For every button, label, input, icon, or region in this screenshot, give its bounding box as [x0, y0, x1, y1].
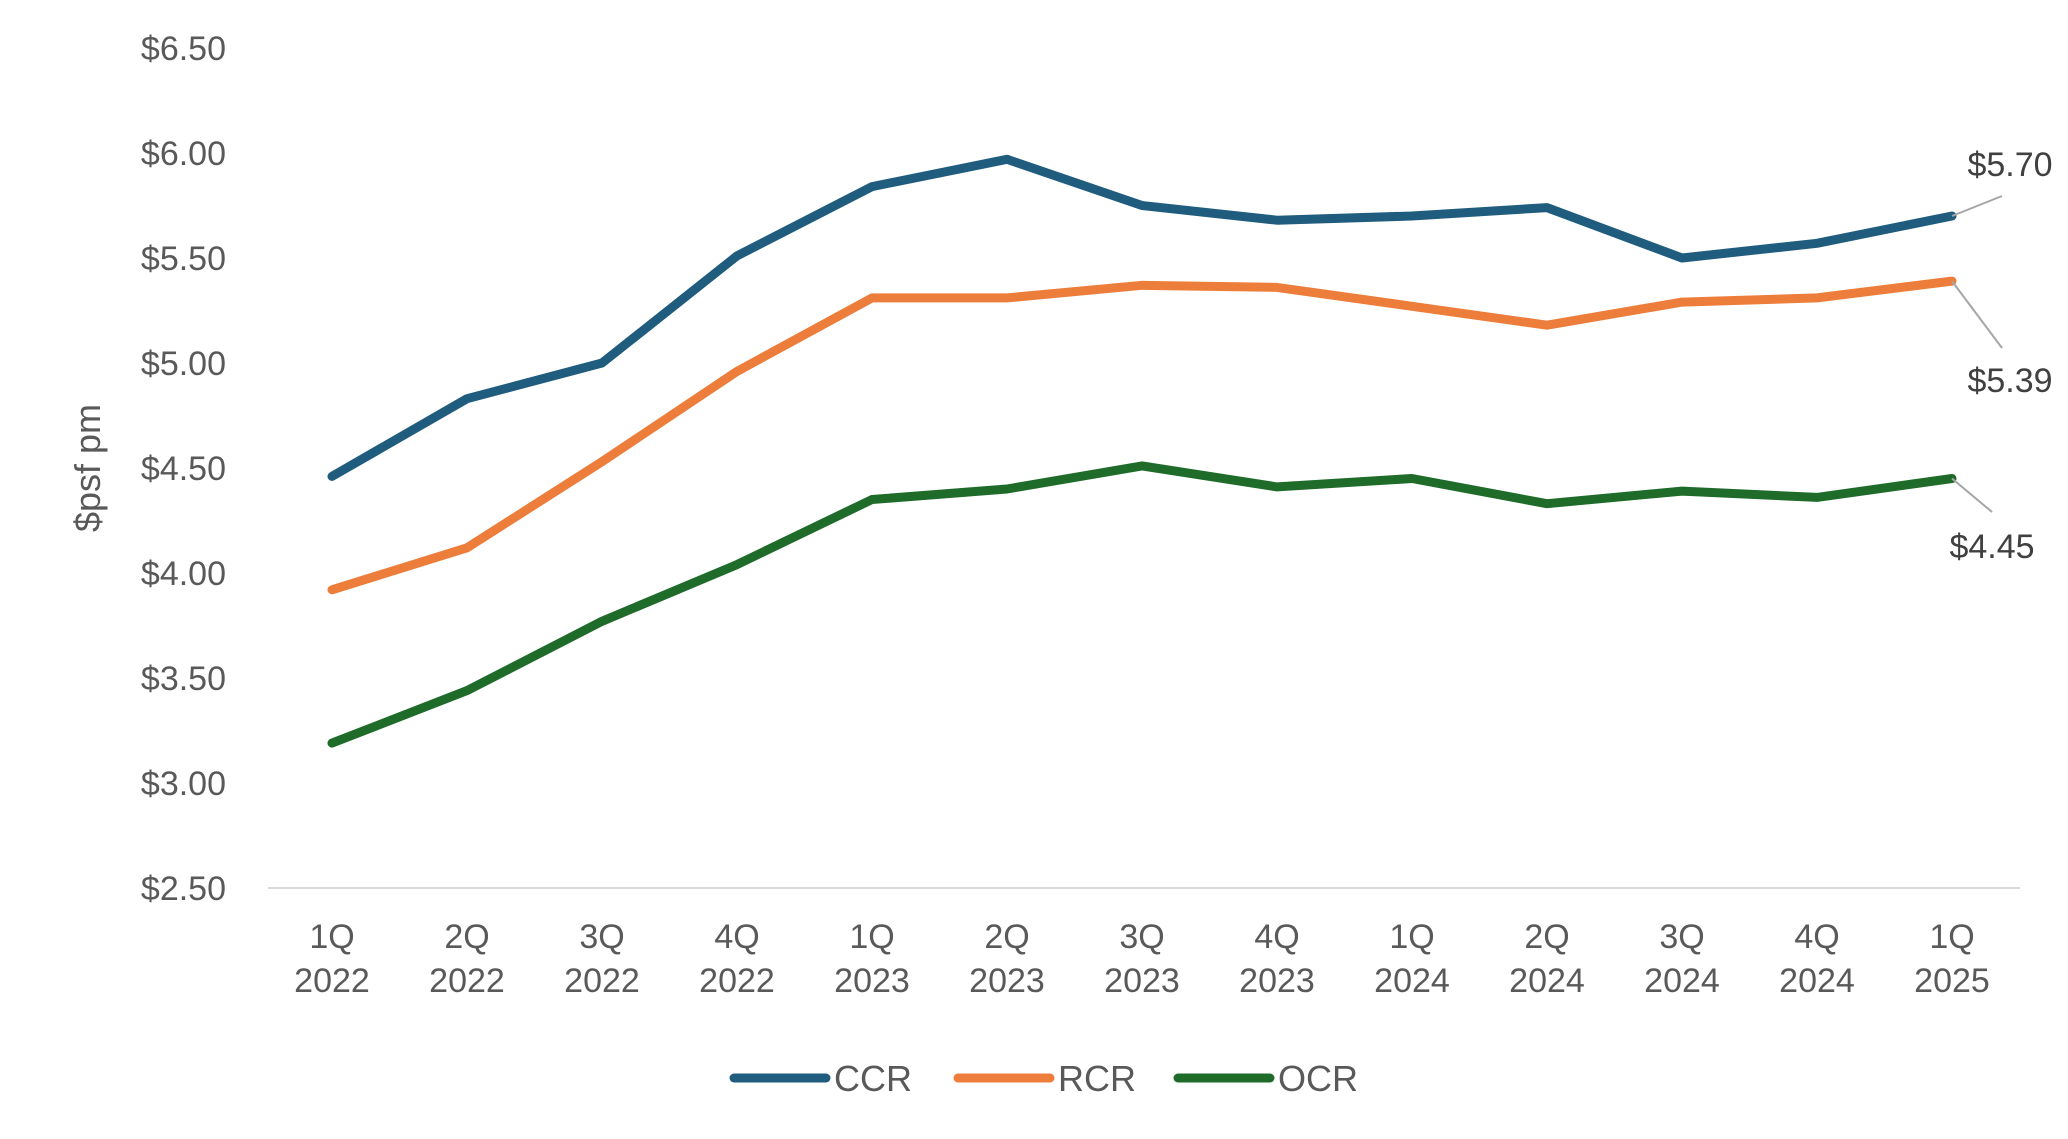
series-line-rcr: [327, 276, 1957, 595]
series-line-ocr: [327, 461, 1957, 748]
end-labels: $5.70 $5.39 $4.45: [1949, 146, 2052, 566]
end-label-ocr: $4.45: [1949, 528, 2034, 566]
x-axis-ticks: 1Q 2022 2Q 2022 3Q 2022 4Q 2022 1Q 2023 2Q 2023 3Q 20…: [294, 918, 1990, 1000]
x-tick-label: 3Q 2022: [564, 918, 640, 1000]
x-tick-label: 4Q 2024: [1779, 918, 1855, 1000]
x-tick-label: 4Q 2022: [699, 918, 775, 1000]
end-label-leader-ccr: [1951, 195, 2003, 217]
x-tick-label: 2Q 2024: [1509, 918, 1585, 1000]
x-tick-label: 3Q 2023: [1104, 918, 1180, 1000]
x-tick-label: 3Q 2024: [1644, 918, 1720, 1000]
x-tick-label: 1Q 2025: [1914, 918, 1990, 1000]
x-tick-label: 2Q 2022: [429, 918, 505, 1000]
series-line-ccr: [327, 154, 1957, 481]
legend-label-ccr: CCR: [834, 1058, 912, 1099]
y-tick-label: $6.50: [141, 30, 226, 68]
legend-label-ocr: OCR: [1278, 1058, 1358, 1099]
y-tick-label: $3.50: [141, 660, 226, 698]
x-tick-label: 1Q 2024: [1374, 918, 1450, 1000]
end-label-leader-rcr: [1951, 280, 2003, 349]
x-tick-label: 4Q 2023: [1239, 918, 1315, 1000]
y-tick-label: $3.00: [141, 765, 226, 803]
y-tick-label: $2.50: [141, 870, 226, 908]
legend: CCR RCR OCR: [729, 1058, 1358, 1099]
y-tick-label: $4.50: [141, 450, 226, 488]
x-tick-label: 2Q 2023: [969, 918, 1045, 1000]
legend-label-rcr: RCR: [1058, 1058, 1136, 1099]
end-label-ccr: $5.70: [1967, 146, 2052, 184]
end-label-rcr: $5.39: [1967, 362, 2052, 400]
y-axis-title: $psf pm: [67, 404, 108, 532]
y-tick-label: $5.00: [141, 345, 226, 383]
y-tick-label: $6.00: [141, 135, 226, 173]
series-lines: [327, 154, 1957, 748]
x-tick-label: 1Q 2023: [834, 918, 910, 1000]
y-tick-label: $5.50: [141, 240, 226, 278]
x-tick-label: 1Q 2022: [294, 918, 370, 1000]
y-axis-ticks: $2.50 $3.00 $3.50 $4.00 $4.50 $5.00 $5.50 $6.00…: [141, 30, 226, 908]
end-label-leader-ocr: [1951, 477, 1993, 513]
y-tick-label: $4.00: [141, 555, 226, 593]
